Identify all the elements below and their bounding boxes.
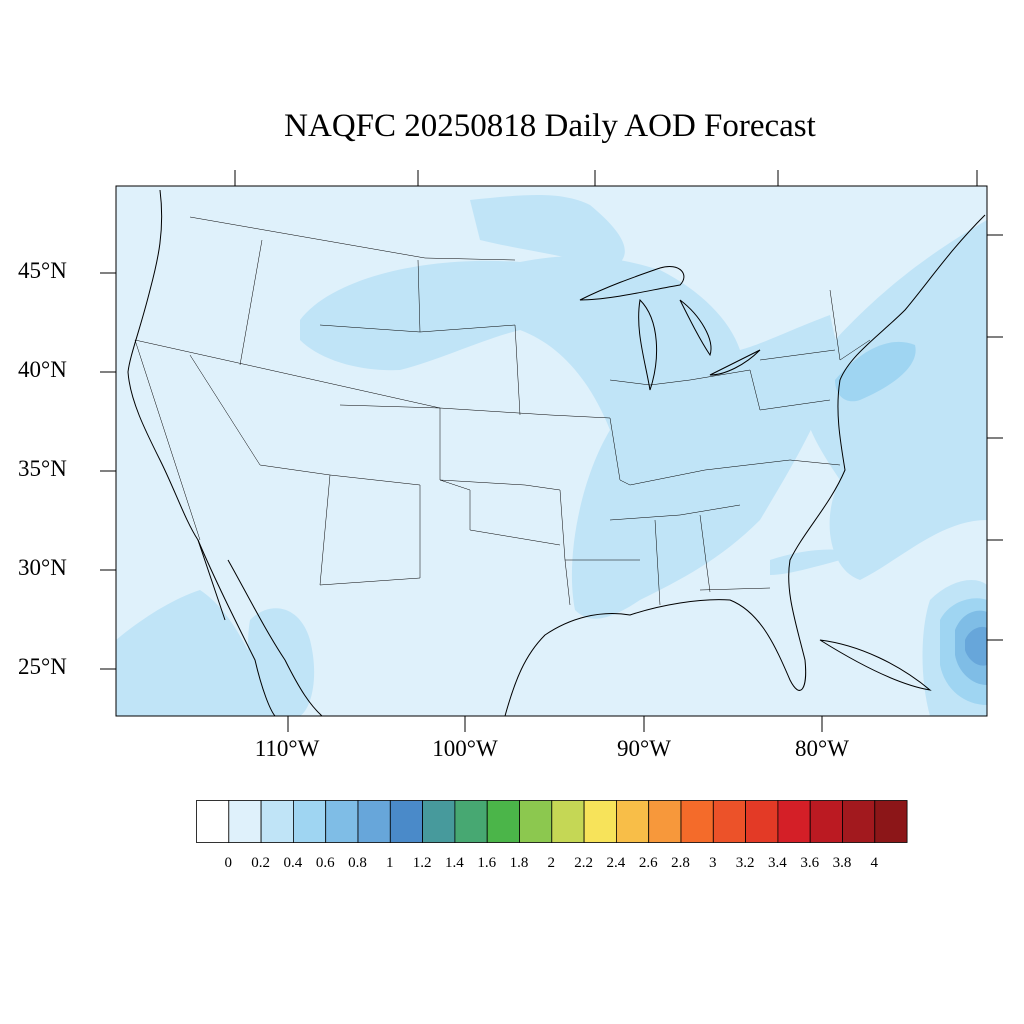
colorbar-swatch — [809, 800, 843, 843]
lat-label-25: 25°N — [18, 654, 67, 679]
colorbar-label: 0 — [224, 855, 233, 871]
colorbar-label: 0.4 — [283, 855, 303, 871]
colorbar-swatch — [196, 800, 230, 843]
colorbar-label: 3.2 — [735, 855, 755, 871]
lon-label-80: 80°W — [795, 736, 849, 761]
state-borders — [134, 216, 871, 606]
colorbar-swatch — [842, 800, 876, 843]
colorbar-label: 0.2 — [251, 855, 270, 871]
plume-baja — [247, 608, 315, 716]
lon-label-90: 90°W — [617, 736, 671, 761]
colorbar-swatch — [712, 800, 746, 843]
great-lakes-erie — [709, 349, 761, 376]
colorbar-label: 1.8 — [509, 855, 529, 871]
coastlines — [127, 189, 986, 716]
lon-ticks-top — [234, 170, 978, 186]
lat-label-45: 45°N — [18, 258, 67, 283]
colorbar-swatch — [486, 800, 520, 843]
map-frame — [115, 185, 988, 717]
lat-ticks-right — [987, 234, 1003, 641]
colorbar-swatch — [389, 800, 424, 843]
colorbar-label: 2 — [547, 855, 556, 871]
colorbar-swatch — [648, 800, 682, 843]
great-lakes-michigan — [638, 298, 658, 391]
colorbar-swatch — [680, 800, 714, 843]
colorbar-label: 1 — [386, 855, 394, 871]
colorbar-swatch — [454, 800, 488, 843]
colorbar-swatch — [357, 800, 391, 843]
great-lakes-superior — [579, 266, 685, 301]
colorbar-label: 3 — [709, 855, 717, 871]
lon-label-100: 100°W — [432, 736, 498, 761]
aod-map — [100, 170, 1003, 732]
colorbar-swatch — [615, 800, 650, 843]
colorbar-label: 0.8 — [348, 855, 367, 871]
lon-label-110: 110°W — [254, 736, 320, 761]
plume-atlantic — [800, 220, 987, 580]
colorbar-label: 3.6 — [800, 855, 820, 871]
colorbar-label: 2.6 — [638, 855, 658, 871]
gulf-coast — [504, 214, 986, 716]
colorbar-swatch — [293, 800, 327, 843]
lat-label-35: 35°N — [18, 456, 67, 481]
plume-ne-coast — [835, 341, 916, 402]
plume-great-lakes — [470, 195, 625, 270]
colorbar-swatch — [325, 800, 359, 843]
colorbar-swatch — [260, 800, 294, 843]
colorbar-label: 2.4 — [606, 855, 626, 871]
lat-ticks — [100, 272, 116, 670]
plume-sw-pacific — [116, 590, 270, 716]
colorbar-swatch — [228, 800, 262, 843]
great-lakes-huron — [679, 299, 712, 357]
colorbar-swatch — [422, 800, 456, 843]
colorbar-swatch — [874, 800, 908, 843]
map-title: NAQFC 20250818 Daily AOD Forecast — [284, 108, 816, 144]
colorbar-label: 0.6 — [315, 855, 335, 871]
colorbar-label: 1.2 — [412, 855, 432, 871]
colorbar-swatch — [745, 800, 779, 843]
colorbar-swatch — [551, 800, 585, 843]
colorbar-label: 2.2 — [574, 855, 593, 871]
colorbar-label: 3.4 — [768, 855, 787, 871]
colorbar-label: 2.8 — [671, 855, 690, 871]
mexico-coast — [227, 559, 323, 716]
lon-ticks-bottom — [287, 716, 823, 732]
plume-hurricane-core — [965, 626, 987, 666]
colorbar-label: 1.6 — [477, 855, 497, 871]
colorbar-swatch — [519, 800, 553, 843]
colorbar — [196, 800, 908, 843]
lat-label-30: 30°N — [18, 555, 67, 580]
colorbar-swatch — [583, 800, 617, 843]
colorbar-label: 4 — [870, 855, 879, 871]
colorbar-label: 1.4 — [445, 855, 464, 871]
colorbar-label: 3.8 — [832, 855, 852, 871]
colorbar-swatch — [777, 800, 811, 843]
lat-label-40: 40°N — [18, 357, 67, 382]
baja-coast — [197, 539, 276, 716]
cuba — [819, 639, 932, 691]
